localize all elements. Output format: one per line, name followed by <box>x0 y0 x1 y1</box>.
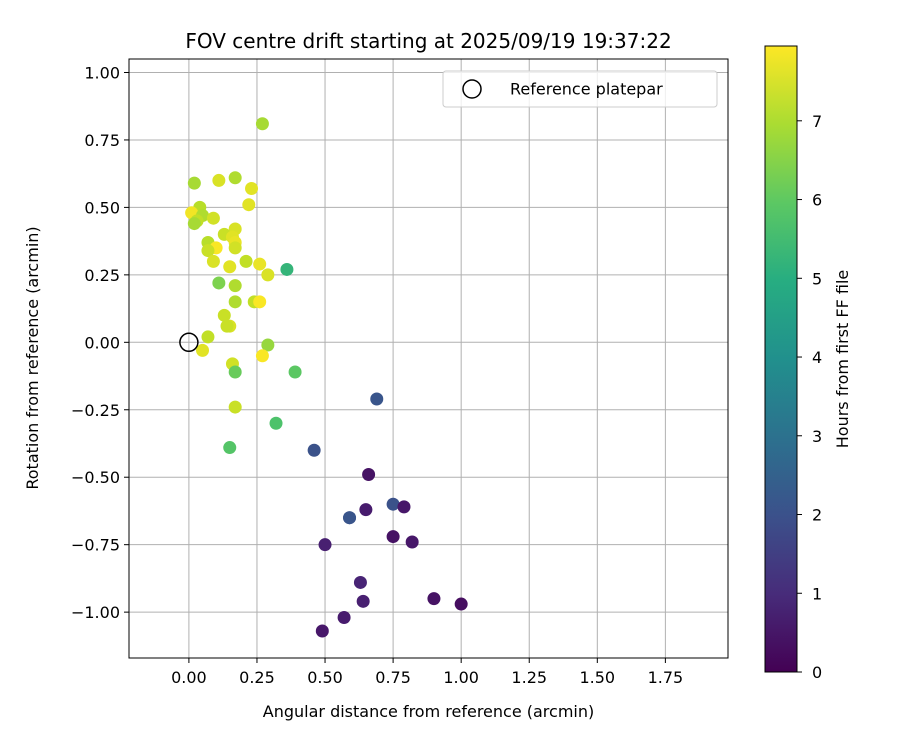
colorbar-label: Hours from first FF file <box>833 270 852 449</box>
data-point <box>196 343 210 357</box>
data-point <box>239 254 253 268</box>
data-point <box>337 611 351 625</box>
data-point <box>212 173 226 187</box>
data-point <box>343 511 357 525</box>
data-point <box>242 198 256 212</box>
data-point <box>228 295 242 309</box>
colorbar-tick-label: 2 <box>812 506 822 525</box>
data-point <box>253 257 267 271</box>
data-point <box>454 597 468 611</box>
colorbar-tick-label: 6 <box>812 191 822 210</box>
colorbar-tick-label: 4 <box>812 348 822 367</box>
legend-label: Reference platepar <box>510 80 663 99</box>
data-point <box>228 400 242 414</box>
data-point <box>386 530 400 544</box>
y-axis-ticks: −1.00 −0.75 −0.50 −0.25 0.00 0.25 0.50 0.75 1.00 <box>71 63 129 622</box>
data-point <box>228 365 242 379</box>
data-point <box>220 319 234 333</box>
data-point <box>255 349 269 363</box>
y-tick-label: 0.25 <box>84 266 120 285</box>
data-point <box>315 624 329 638</box>
x-tick-label: 0.00 <box>171 668 207 687</box>
x-tick-label: 0.25 <box>239 668 275 687</box>
data-point <box>288 365 302 379</box>
y-tick-label: 0.50 <box>84 198 120 217</box>
y-tick-label: 0.75 <box>84 131 120 150</box>
data-point <box>223 441 237 455</box>
x-tick-label: 0.50 <box>307 668 343 687</box>
data-point <box>427 592 441 606</box>
x-axis-ticks: 0.00 0.25 0.50 0.75 1.00 1.25 1.50 1.75 <box>171 658 683 687</box>
colorbar-gradient <box>764 45 798 673</box>
x-tick-label: 1.25 <box>511 668 547 687</box>
data-point <box>212 276 226 290</box>
data-point <box>370 392 384 406</box>
grid-lines <box>129 59 728 658</box>
y-axis-label: Rotation from reference (arcmin) <box>23 226 42 489</box>
data-point <box>353 575 367 589</box>
colorbar-tick-label: 1 <box>812 584 822 603</box>
y-tick-label: 1.00 <box>84 63 120 82</box>
data-point <box>269 416 283 430</box>
data-point <box>201 330 215 344</box>
data-point <box>206 211 220 225</box>
legend-marker-icon <box>462 79 482 99</box>
y-tick-label: 0.00 <box>84 333 120 352</box>
data-point <box>386 497 400 511</box>
colorbar-tick-label: 5 <box>812 269 822 288</box>
data-point <box>356 594 370 608</box>
data-point <box>405 535 419 549</box>
colorbar: 0 1 2 3 4 5 6 7 Hours from first FF file <box>764 45 852 682</box>
data-point <box>307 443 321 457</box>
data-point <box>280 262 294 276</box>
y-tick-label: −1.00 <box>71 603 120 622</box>
data-point <box>201 244 215 258</box>
x-tick-label: 1.00 <box>443 668 479 687</box>
data-point <box>187 176 201 190</box>
y-tick-label: −0.25 <box>71 401 120 420</box>
chart-title: FOV centre drift starting at 2025/09/19 … <box>185 29 671 53</box>
colorbar-tick-label: 0 <box>812 663 822 682</box>
data-point <box>362 468 376 482</box>
colorbar-ticks: 0 1 2 3 4 5 6 7 <box>797 112 822 682</box>
data-point <box>318 538 332 552</box>
y-tick-label: −0.75 <box>71 536 120 555</box>
data-points <box>185 117 468 638</box>
data-point <box>261 338 275 352</box>
data-point <box>206 254 220 268</box>
data-point <box>228 279 242 293</box>
data-point <box>245 182 259 196</box>
data-point <box>228 171 242 185</box>
data-point <box>217 308 231 322</box>
data-point <box>261 268 275 282</box>
data-point <box>223 260 237 274</box>
data-point <box>187 217 201 231</box>
x-tick-label: 1.50 <box>579 668 615 687</box>
colorbar-tick-label: 7 <box>812 112 822 131</box>
y-tick-label: −0.50 <box>71 468 120 487</box>
data-point <box>397 500 411 514</box>
data-point <box>228 241 242 255</box>
reference-platepar-marker <box>179 332 199 353</box>
legend: Reference platepar <box>442 70 718 108</box>
colorbar-tick-label: 3 <box>812 427 822 446</box>
x-axis-label: Angular distance from reference (arcmin) <box>263 702 594 721</box>
data-point <box>359 503 373 517</box>
data-point <box>253 295 267 309</box>
legend-box <box>442 70 718 108</box>
data-point <box>255 117 269 131</box>
x-tick-label: 0.75 <box>375 668 411 687</box>
plot-frame <box>128 58 729 659</box>
x-tick-label: 1.75 <box>648 668 684 687</box>
